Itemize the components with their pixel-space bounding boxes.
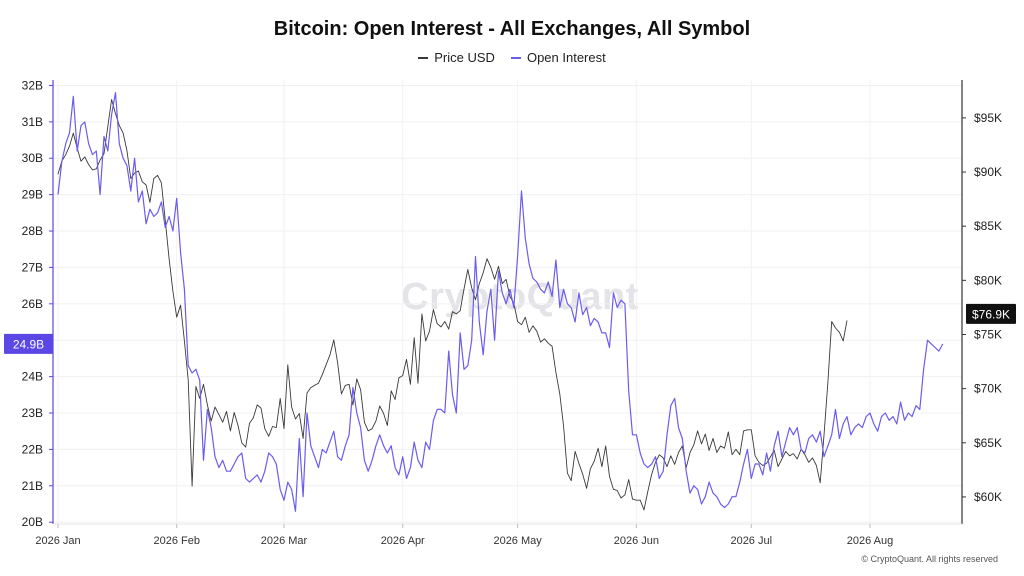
x-tick-label: 2026 May — [493, 535, 542, 547]
x-tick-label: 2026 Mar — [261, 535, 308, 547]
y-left-tick-label: 21B — [22, 479, 43, 493]
y-right-tick-label: $85K — [974, 219, 1002, 233]
legend-label-open-interest: Open Interest — [526, 50, 606, 65]
current-open-interest-badge — [4, 333, 53, 354]
y-left-tick-label: 26B — [22, 297, 43, 311]
current-price-label: $76.9K — [972, 307, 1010, 321]
y-right-tick-label: $75K — [974, 327, 1002, 341]
series-line-price[interactable] — [57, 99, 848, 511]
y-right-tick-label: $80K — [974, 273, 1002, 287]
chart-title: Bitcoin: Open Interest - All Exchanges, … — [273, 18, 751, 40]
chart-legend: Price USD Open Interest — [0, 50, 1024, 65]
y-left-tick-label: 31B — [22, 115, 43, 129]
x-tick-label: 2026 Apr — [381, 535, 425, 547]
x-tick-label: 2026 Jan — [35, 535, 80, 547]
y-left-tick-label: 27B — [22, 260, 43, 274]
x-tick-label: 2026 Aug — [847, 535, 894, 547]
y-left-tick-label: 28B — [22, 224, 43, 238]
y-left-tick-label: 29B — [22, 188, 43, 202]
x-tick-label: 2026 Jul — [730, 535, 772, 547]
y-left-tick-label: 24B — [22, 370, 43, 384]
x-tick-label: 2026 Feb — [153, 535, 199, 547]
legend-swatch-price — [418, 56, 429, 59]
legend-item-open-interest[interactable]: Open Interest — [510, 50, 606, 65]
current-price-badge — [966, 303, 1016, 324]
x-tick-label: 2026 Jun — [614, 535, 659, 547]
legend-label-price: Price USD — [434, 50, 495, 65]
y-right-tick-label: $90K — [974, 165, 1002, 179]
y-left-tick-label: 30B — [22, 151, 43, 165]
legend-swatch-open-interest — [510, 56, 521, 59]
y-left-tick-label: 22B — [22, 442, 43, 456]
y-right-tick-label: $70K — [974, 382, 1002, 396]
series-line-open-interest[interactable] — [57, 92, 944, 512]
legend-item-price[interactable]: Price USD — [418, 50, 495, 65]
watermark-logo: CryptoQuant — [401, 276, 639, 318]
copyright-notice: © CryptoQuant. All rights reserved — [861, 554, 998, 564]
y-left-tick-label: 32B — [22, 78, 43, 92]
y-left-tick-label: 20B — [22, 515, 43, 529]
y-right-tick-label: $65K — [974, 436, 1002, 450]
y-right-tick-label: $95K — [974, 111, 1002, 125]
y-right-tick-label: $60K — [974, 490, 1002, 504]
current-open-interest-label: 24.9B — [13, 337, 44, 351]
y-left-tick-label: 23B — [22, 406, 43, 420]
